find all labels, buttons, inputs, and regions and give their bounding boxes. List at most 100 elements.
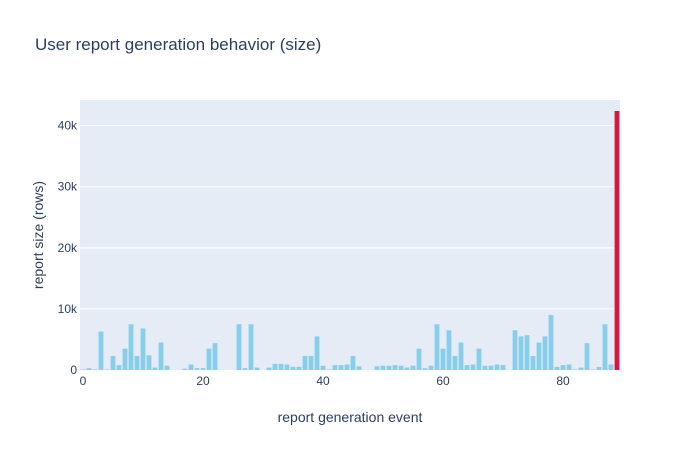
bar	[590, 369, 596, 370]
bar	[356, 366, 362, 370]
bar	[470, 364, 476, 370]
y-axis-ticks: 0 10k 20k 30k 40k	[58, 119, 78, 377]
bar	[458, 342, 464, 370]
bar	[128, 324, 134, 370]
bar	[104, 369, 110, 370]
bar	[536, 342, 542, 370]
bar	[332, 365, 338, 370]
y-tick-label: 20k	[58, 241, 78, 255]
bar	[578, 367, 584, 370]
bar	[110, 355, 116, 370]
bar	[554, 366, 560, 370]
bar	[518, 336, 524, 370]
bar	[386, 365, 392, 370]
bar	[494, 364, 500, 370]
bar	[80, 369, 86, 370]
bar	[254, 367, 260, 370]
bar	[398, 365, 404, 370]
bar	[416, 348, 422, 370]
bar	[344, 364, 350, 370]
bar	[542, 336, 548, 370]
y-axis-title: report size (rows)	[30, 181, 46, 289]
bar	[134, 355, 140, 370]
bar	[512, 330, 518, 370]
x-tick-label: 40	[316, 374, 330, 388]
gridlines	[80, 125, 620, 310]
bar	[98, 331, 104, 370]
bar	[488, 365, 494, 370]
bar	[236, 324, 242, 370]
bar	[206, 348, 212, 370]
bar	[464, 365, 470, 370]
bar	[212, 343, 218, 370]
bar	[302, 355, 308, 370]
bar	[320, 365, 326, 370]
bar	[380, 365, 386, 370]
bar	[284, 364, 290, 370]
bar	[278, 363, 284, 370]
bar	[338, 365, 344, 370]
bar	[422, 368, 428, 370]
bar	[608, 364, 614, 370]
bar	[290, 366, 296, 370]
bar	[500, 365, 506, 370]
bar-series	[80, 110, 620, 370]
bar	[314, 336, 320, 370]
bar	[188, 364, 194, 370]
bar	[392, 365, 398, 370]
bar	[374, 366, 380, 370]
bar	[404, 367, 410, 370]
bar	[200, 368, 206, 370]
bar	[572, 369, 578, 370]
bar	[548, 315, 554, 370]
bar	[560, 365, 566, 370]
bar	[146, 355, 152, 370]
bar	[182, 368, 188, 370]
bar	[428, 365, 434, 370]
bar	[482, 365, 488, 370]
bar	[164, 365, 170, 370]
bar	[86, 368, 92, 370]
bar	[446, 330, 452, 370]
bar	[242, 368, 248, 370]
x-tick-label: 60	[436, 374, 450, 388]
bar	[584, 343, 590, 370]
bar	[266, 367, 272, 370]
bar	[596, 366, 602, 370]
y-tick-label: 40k	[58, 119, 78, 133]
x-tick-label: 80	[556, 374, 570, 388]
bar	[602, 324, 608, 370]
bar	[152, 367, 158, 370]
chart-title: User report generation behavior (size)	[35, 35, 321, 54]
bar	[296, 366, 302, 370]
bar	[140, 328, 146, 370]
bar	[566, 364, 572, 370]
bar	[272, 363, 278, 370]
bar	[158, 342, 164, 370]
bar	[476, 348, 482, 370]
x-axis-ticks: 0 20 40 60 80	[80, 374, 570, 388]
bar	[122, 348, 128, 370]
bar	[434, 324, 440, 370]
bar	[410, 365, 416, 370]
bar	[248, 324, 254, 370]
bar	[524, 335, 530, 370]
x-tick-label: 20	[196, 374, 210, 388]
bar	[440, 348, 446, 370]
plot-area	[80, 100, 620, 370]
bar	[308, 355, 314, 370]
y-tick-label: 10k	[58, 302, 78, 316]
x-tick-label: 0	[80, 374, 87, 388]
bar	[326, 369, 332, 370]
y-tick-label: 30k	[58, 180, 78, 194]
y-tick-label: 0	[70, 363, 77, 377]
bar	[530, 355, 536, 370]
highlighted-bar	[614, 110, 620, 370]
bar	[194, 368, 200, 370]
x-axis-title: report generation event	[278, 409, 423, 425]
bar	[350, 355, 356, 370]
bar	[92, 369, 98, 370]
bar	[452, 355, 458, 370]
